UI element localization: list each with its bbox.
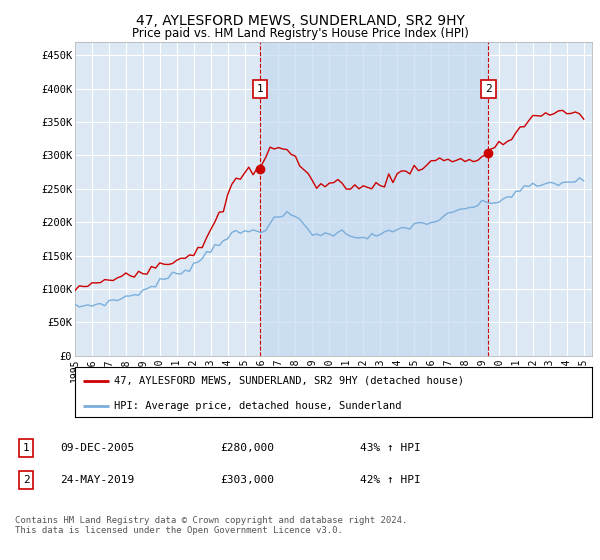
Text: £303,000: £303,000 — [220, 475, 274, 485]
Text: 42% ↑ HPI: 42% ↑ HPI — [360, 475, 421, 485]
Text: 2: 2 — [23, 475, 29, 485]
Text: 09-DEC-2005: 09-DEC-2005 — [60, 443, 134, 452]
Bar — [260, 42, 488, 356]
Text: Contains HM Land Registry data © Crown copyright and database right 2024.
This d: Contains HM Land Registry data © Crown c… — [15, 516, 407, 535]
Text: 2: 2 — [485, 83, 492, 94]
Text: 24-MAY-2019: 24-MAY-2019 — [60, 475, 134, 485]
Text: 47, AYLESFORD MEWS, SUNDERLAND, SR2 9HY (detached house): 47, AYLESFORD MEWS, SUNDERLAND, SR2 9HY … — [114, 376, 464, 386]
Text: HPI: Average price, detached house, Sunderland: HPI: Average price, detached house, Sund… — [114, 401, 401, 411]
Text: 43% ↑ HPI: 43% ↑ HPI — [360, 443, 421, 452]
Text: 1: 1 — [257, 83, 263, 94]
Text: 1: 1 — [23, 443, 29, 452]
Text: £280,000: £280,000 — [220, 443, 274, 452]
Text: Price paid vs. HM Land Registry's House Price Index (HPI): Price paid vs. HM Land Registry's House … — [131, 27, 469, 40]
Text: 47, AYLESFORD MEWS, SUNDERLAND, SR2 9HY: 47, AYLESFORD MEWS, SUNDERLAND, SR2 9HY — [136, 14, 464, 28]
